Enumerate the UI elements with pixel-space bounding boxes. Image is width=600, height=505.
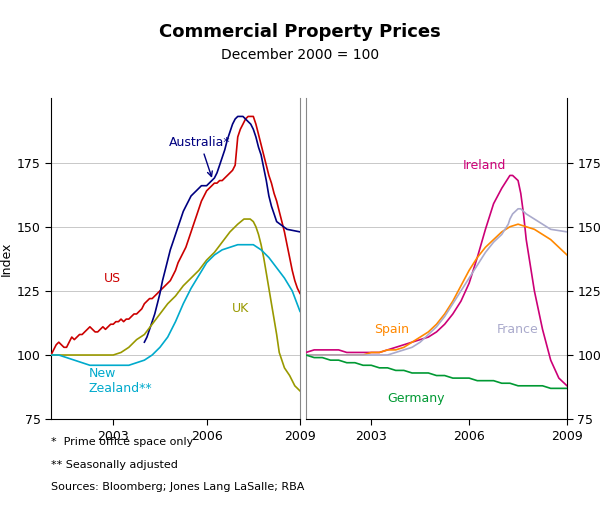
Text: UK: UK — [232, 302, 249, 315]
Text: ** Seasonally adjusted: ** Seasonally adjusted — [51, 460, 178, 470]
Text: Sources: Bloomberg; Jones Lang LaSalle; RBA: Sources: Bloomberg; Jones Lang LaSalle; … — [51, 482, 304, 492]
Text: US: US — [104, 272, 121, 284]
Text: New
Zealand**: New Zealand** — [88, 367, 152, 395]
Text: December 2000 = 100: December 2000 = 100 — [221, 48, 379, 62]
Text: Commercial Property Prices: Commercial Property Prices — [159, 23, 441, 41]
Text: *  Prime office space only: * Prime office space only — [51, 437, 193, 447]
Text: Germany: Germany — [388, 392, 445, 405]
Y-axis label: Index: Index — [0, 241, 13, 276]
Text: Spain: Spain — [374, 323, 410, 336]
Text: Australia*: Australia* — [169, 135, 231, 176]
Text: France: France — [497, 323, 539, 336]
Text: Ireland: Ireland — [463, 159, 506, 172]
